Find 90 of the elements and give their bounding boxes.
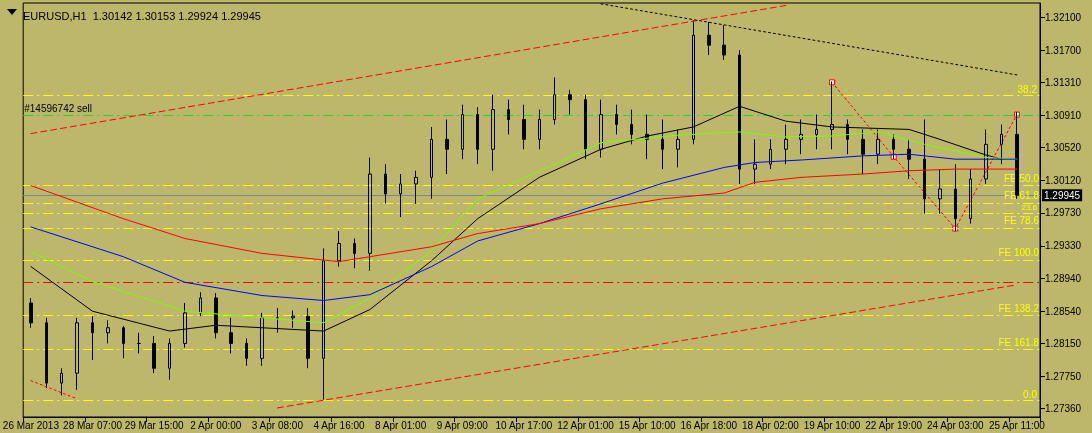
y-tick-label: 1.28150 — [1045, 337, 1082, 349]
candlestick — [615, 104, 618, 135]
y-tick-label: 1.32100 — [1045, 11, 1082, 23]
x-tick-label: 22 Apr 19:00 — [865, 419, 923, 431]
y-tick-label: 1.31310 — [1045, 76, 1082, 88]
annotation: 0.0 — [1023, 388, 1038, 400]
candlestick — [337, 230, 341, 268]
candlestick — [815, 114, 818, 150]
candlestick — [538, 109, 541, 150]
candlestick — [984, 128, 988, 185]
x-tick-label: 18 Apr 02:00 — [742, 419, 800, 431]
x-tick-label: 29 Mar 15:00 — [124, 419, 185, 431]
candlestick — [630, 109, 633, 145]
candlestick — [522, 104, 526, 150]
candlestick — [245, 338, 248, 367]
x-tick-label: 2 Apr 00:00 — [190, 419, 242, 431]
x-tick-label: 16 Apr 18:00 — [680, 419, 738, 431]
candlestick — [476, 106, 479, 165]
candlestick — [661, 119, 664, 170]
candlestick — [799, 119, 803, 155]
y-tick-label: 1.30910 — [1045, 109, 1082, 121]
ref-line-label: 1.29945 — [1044, 189, 1081, 201]
candlestick — [445, 119, 449, 175]
x-tick-label: 9 Apr 09:00 — [436, 419, 489, 431]
y-tick-label: 1.28540 — [1045, 305, 1082, 317]
candlestick — [414, 170, 418, 205]
candlestick — [969, 168, 972, 225]
candlestick — [122, 325, 125, 359]
candlestick — [722, 24, 726, 61]
y-tick-label: 1.29730 — [1045, 207, 1082, 219]
x-tick-label: 24 Apr 03:00 — [926, 419, 985, 431]
candlestick — [784, 123, 788, 165]
x-tick-label: 3 Apr 08:00 — [251, 419, 304, 431]
candlestick — [861, 128, 865, 175]
candlestick — [91, 315, 94, 361]
x-tick-label: 15 Apr 10:00 — [618, 419, 676, 431]
candlestick — [923, 119, 926, 215]
ref-line-label: FE 100.0 — [998, 247, 1040, 259]
candlestick — [568, 89, 572, 116]
candlestick — [291, 309, 295, 329]
candlestick — [676, 128, 680, 168]
y-tick-label: 1.30120 — [1045, 175, 1082, 187]
candlestick — [199, 291, 202, 317]
candlestick — [707, 21, 711, 56]
candlestick — [645, 114, 649, 160]
candlestick — [491, 94, 495, 172]
candlestick — [938, 168, 942, 215]
y-tick-label: 1.27360 — [1045, 403, 1082, 415]
y-tick-label: 1.30520 — [1045, 142, 1082, 154]
candlestick — [553, 76, 556, 125]
candlestick — [769, 138, 772, 170]
ref-line-label: FE 78.6 — [1003, 215, 1040, 227]
ref-line-label: FE 161.8 — [998, 336, 1040, 348]
y-tick-label: 1.31700 — [1045, 44, 1082, 56]
candlestick — [152, 335, 156, 374]
x-tick-label: 28 Mar 07:00 — [63, 419, 123, 431]
candlestick — [399, 173, 402, 218]
text: EURUSD,H1 1.30142 1.30153 1.29924 1.29945 — [23, 9, 261, 22]
y-tick-label: 1.27750 — [1045, 371, 1082, 383]
x-tick-label: 10 Apr 17:00 — [495, 419, 553, 431]
candlestick — [60, 367, 63, 397]
x-tick-label: 25 Apr 11:00 — [988, 419, 1046, 431]
candlestick — [368, 157, 372, 272]
candlestick — [753, 138, 757, 185]
x-tick-label: 26 Mar 2013 — [2, 419, 60, 431]
x-tick-label: 4 Apr 16:00 — [313, 419, 366, 431]
x-tick-label: 8 Apr 01:00 — [375, 419, 427, 431]
candlestick — [846, 119, 849, 155]
y-tick-label: 1.29330 — [1045, 240, 1082, 252]
candlestick — [507, 99, 510, 135]
candlestick — [29, 297, 33, 329]
candlestick — [106, 319, 110, 344]
annotation: 23.6 — [1021, 203, 1038, 213]
candlestick — [168, 338, 171, 381]
candlestick — [876, 128, 880, 165]
x-tick-label: 12 Apr 01:00 — [557, 419, 615, 431]
candlestick — [907, 138, 911, 180]
y-tick-label: 1.28940 — [1045, 272, 1082, 284]
candlestick — [45, 317, 48, 389]
candlestick — [430, 126, 433, 200]
ref-line-label: #14596742 sell — [24, 102, 93, 114]
annotation: 38.2 — [1017, 84, 1038, 96]
candlestick — [384, 163, 387, 205]
candlestick — [461, 104, 464, 160]
x-tick-label: 19 Apr 10:00 — [803, 419, 861, 431]
candlestick — [353, 238, 356, 269]
candlestick — [1000, 123, 1003, 165]
candlestick — [75, 317, 79, 391]
ref-line-label: FE 138.2 — [998, 302, 1040, 314]
candlestick — [137, 332, 141, 354]
